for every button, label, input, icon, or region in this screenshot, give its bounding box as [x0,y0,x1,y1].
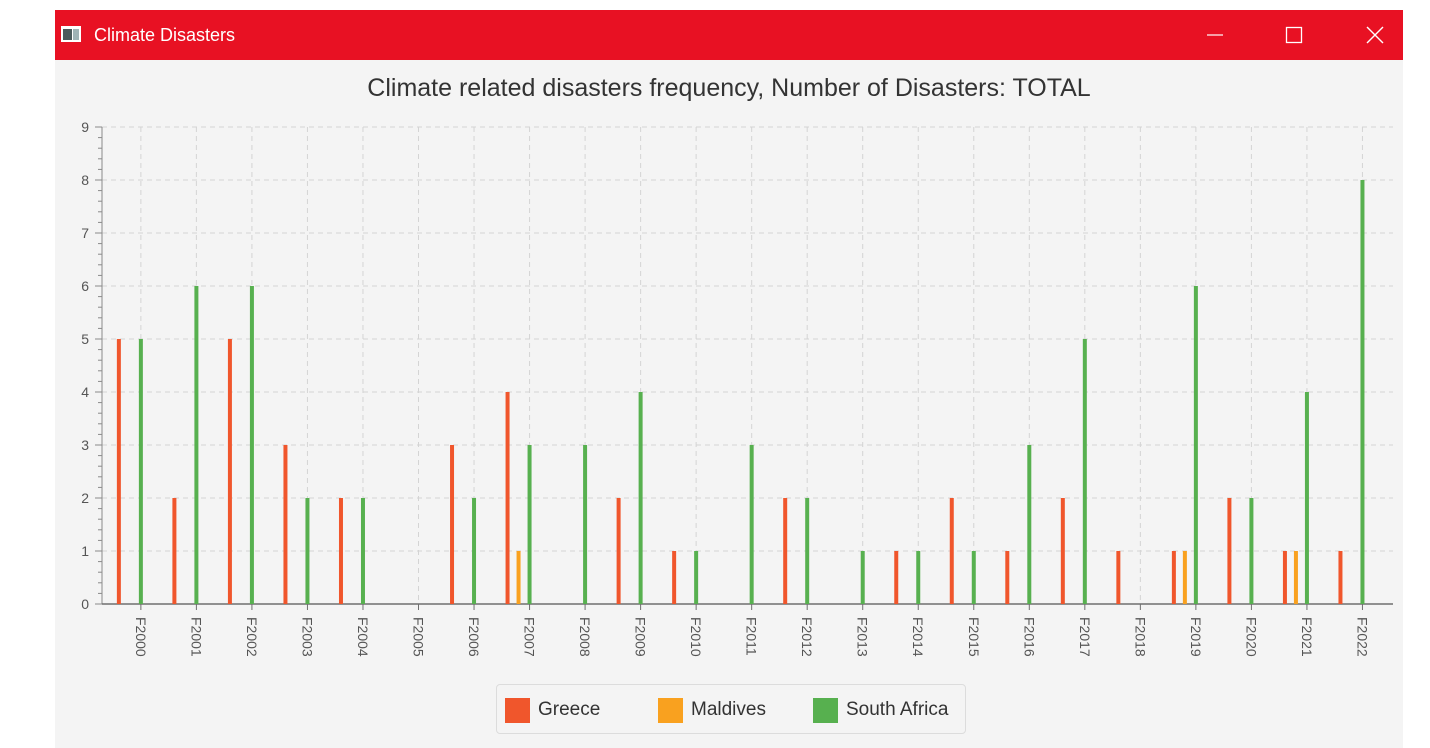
minimize-icon [1207,34,1223,36]
bar-south-africa [1304,392,1309,604]
x-tick-label: F2017 [1077,617,1093,657]
bar-greece [505,392,510,604]
y-tick-label: 6 [81,278,89,294]
bar-south-africa [472,498,477,604]
bar-greece [1338,551,1343,604]
x-tick-label: F2010 [688,617,704,657]
x-tick-label: F2006 [466,617,482,657]
x-tick-label: F2005 [411,617,427,657]
title-bar[interactable]: Climate Disasters [55,10,1403,60]
bar-south-africa [971,551,976,604]
bar-south-africa [194,286,199,604]
x-tick-label: F2013 [855,617,871,657]
y-tick-label: 2 [81,490,89,506]
bar-south-africa [694,551,699,604]
bar-south-africa [1082,339,1087,604]
x-tick-label: F2003 [299,617,315,657]
y-tick-label: 5 [81,331,89,347]
close-icon [1366,26,1384,44]
x-tick-label: F2020 [1243,617,1259,657]
close-button[interactable] [1335,10,1415,60]
x-tick-label: F2001 [188,617,204,657]
bar-maldives [516,551,521,604]
bar-greece [894,551,899,604]
x-tick-label: F2022 [1354,617,1370,657]
x-tick-label: F2009 [633,617,649,657]
x-tick-label: F2021 [1299,617,1315,657]
x-tick-label: F2011 [744,617,760,656]
legend-item-maldives: Maldives [658,697,766,723]
x-tick-label: F2008 [577,617,593,657]
x-tick-label: F2019 [1188,617,1204,657]
legend-label-south-africa: South Africa [846,699,949,720]
legend-item-greece: Greece [505,697,601,723]
bar-greece [672,551,677,604]
bar-south-africa [638,392,643,604]
bar-chart: 0 1 2 3 4 5 6 7 8 9 F2000 F2001 F2002 F2003 F2004 F2005… [81,119,1393,657]
bar-greece [1005,551,1010,604]
bar-south-africa [360,498,365,604]
bar-greece [1282,551,1287,604]
bar-maldives [1293,551,1298,604]
x-tick-label: F2018 [1132,617,1148,657]
y-tick-label: 8 [81,172,89,188]
legend-swatch-greece [505,697,530,723]
app-icon [61,26,81,42]
bar-greece [616,498,621,604]
bar-greece [116,339,121,604]
app-window: Climate Disasters Climate related disast… [55,10,1403,748]
bar-south-africa [1249,498,1254,604]
bar-greece [949,498,954,604]
window-title: Climate Disasters [94,25,236,45]
minimize-button[interactable] [1175,10,1255,60]
bar-greece [1116,551,1121,604]
y-tick-label: 9 [81,119,89,135]
x-tick-label: F2000 [133,617,149,657]
bar-south-africa [1027,445,1032,604]
x-tick-label: F2004 [355,617,371,657]
y-tick-label: 4 [81,384,89,400]
bar-greece [227,339,232,604]
x-tick-label: F2015 [966,617,982,657]
bar-greece [450,445,455,604]
x-tick-label: F2002 [244,617,260,657]
maximize-button[interactable] [1254,10,1334,60]
bar-south-africa [860,551,865,604]
bar-maldives [1182,551,1187,604]
bar-south-africa [1193,286,1198,604]
bar-greece [338,498,343,604]
legend-item-south-africa: South Africa [813,697,949,723]
bar-greece [1060,498,1065,604]
bar-greece [1227,498,1232,604]
bar-south-africa [249,286,254,604]
y-tick-label: 0 [81,596,89,612]
bar-south-africa [1360,180,1365,604]
bar-south-africa [805,498,810,604]
legend-label-greece: Greece [538,699,601,720]
y-tick-label: 1 [81,543,89,559]
bar-south-africa [527,445,532,604]
bar-greece [172,498,177,604]
bar-greece [283,445,288,604]
x-tick-label: F2016 [1021,617,1037,657]
legend-swatch-maldives [658,697,683,723]
bar-south-africa [305,498,310,604]
bar-south-africa [138,339,143,604]
legend-swatch-south-africa [813,697,838,723]
x-tick-label: F2012 [799,617,815,657]
chart-title: Climate related disasters frequency, Num… [367,74,1091,102]
y-tick-label: 3 [81,437,89,453]
y-tick-label: 7 [81,225,89,241]
x-tick-label: F2007 [522,617,538,657]
bar-south-africa [916,551,921,604]
bar-south-africa [749,445,754,604]
chart-legend: Greece Maldives South Africa [496,684,966,734]
maximize-icon [1285,26,1303,44]
bar-greece [1171,551,1176,604]
bar-south-africa [583,445,588,604]
x-tick-label: F2014 [910,617,926,657]
bar-greece [783,498,788,604]
legend-label-maldives: Maldives [691,699,766,720]
